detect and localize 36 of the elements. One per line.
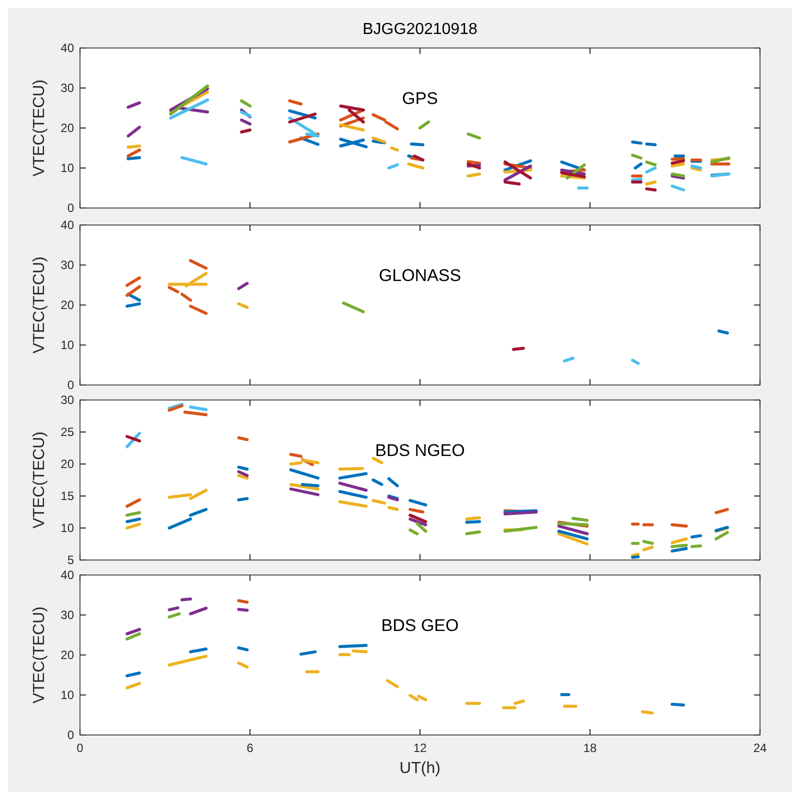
y-axis-title: VTEC(TECU)	[31, 80, 48, 176]
y-tick-label: 15	[60, 489, 74, 503]
y-tick-label: 0	[67, 201, 74, 215]
y-tick-label: 40	[60, 568, 74, 582]
y-tick-label: 10	[60, 521, 74, 535]
x-tick-label: 18	[583, 741, 597, 755]
y-tick-label: 40	[60, 41, 74, 55]
y-tick-label: 30	[60, 608, 74, 622]
y-tick-label: 30	[60, 258, 74, 272]
x-tick-label: 0	[76, 741, 84, 755]
y-axis-title: VTEC(TECU)	[31, 432, 48, 528]
y-tick-label: 0	[67, 728, 74, 742]
annotation: BDS GEO	[381, 616, 459, 635]
y-tick-label: 10	[60, 688, 74, 702]
y-tick-label: 5	[67, 553, 74, 567]
x-axis-title: UT(h)	[400, 760, 440, 777]
y-tick-label: 0	[67, 378, 74, 392]
y-tick-label: 25	[60, 425, 74, 439]
y-tick-label: 20	[60, 298, 74, 312]
y-axis-title: VTEC(TECU)	[31, 606, 48, 704]
y-tick-label: 40	[60, 218, 74, 232]
x-tick-label: 6	[246, 741, 254, 755]
y-tick-label: 10	[60, 338, 74, 352]
annotation: GLONASS	[378, 266, 462, 285]
annotation: BDS NGEO	[375, 441, 465, 460]
y-axis-title: VTEC(TECU)	[31, 256, 48, 354]
x-tick-label: 24	[753, 741, 767, 755]
annotation: GPS	[402, 89, 438, 108]
x-tick-label: 12	[413, 741, 427, 755]
chart-title: BJGG20210918	[362, 21, 478, 38]
y-tick-label: 30	[60, 393, 74, 407]
y-tick-label: 20	[60, 121, 74, 135]
y-tick-label: 30	[60, 81, 74, 95]
y-tick-label: 20	[60, 648, 74, 662]
y-tick-label: 10	[60, 161, 74, 175]
y-tick-label: 20	[60, 457, 74, 471]
